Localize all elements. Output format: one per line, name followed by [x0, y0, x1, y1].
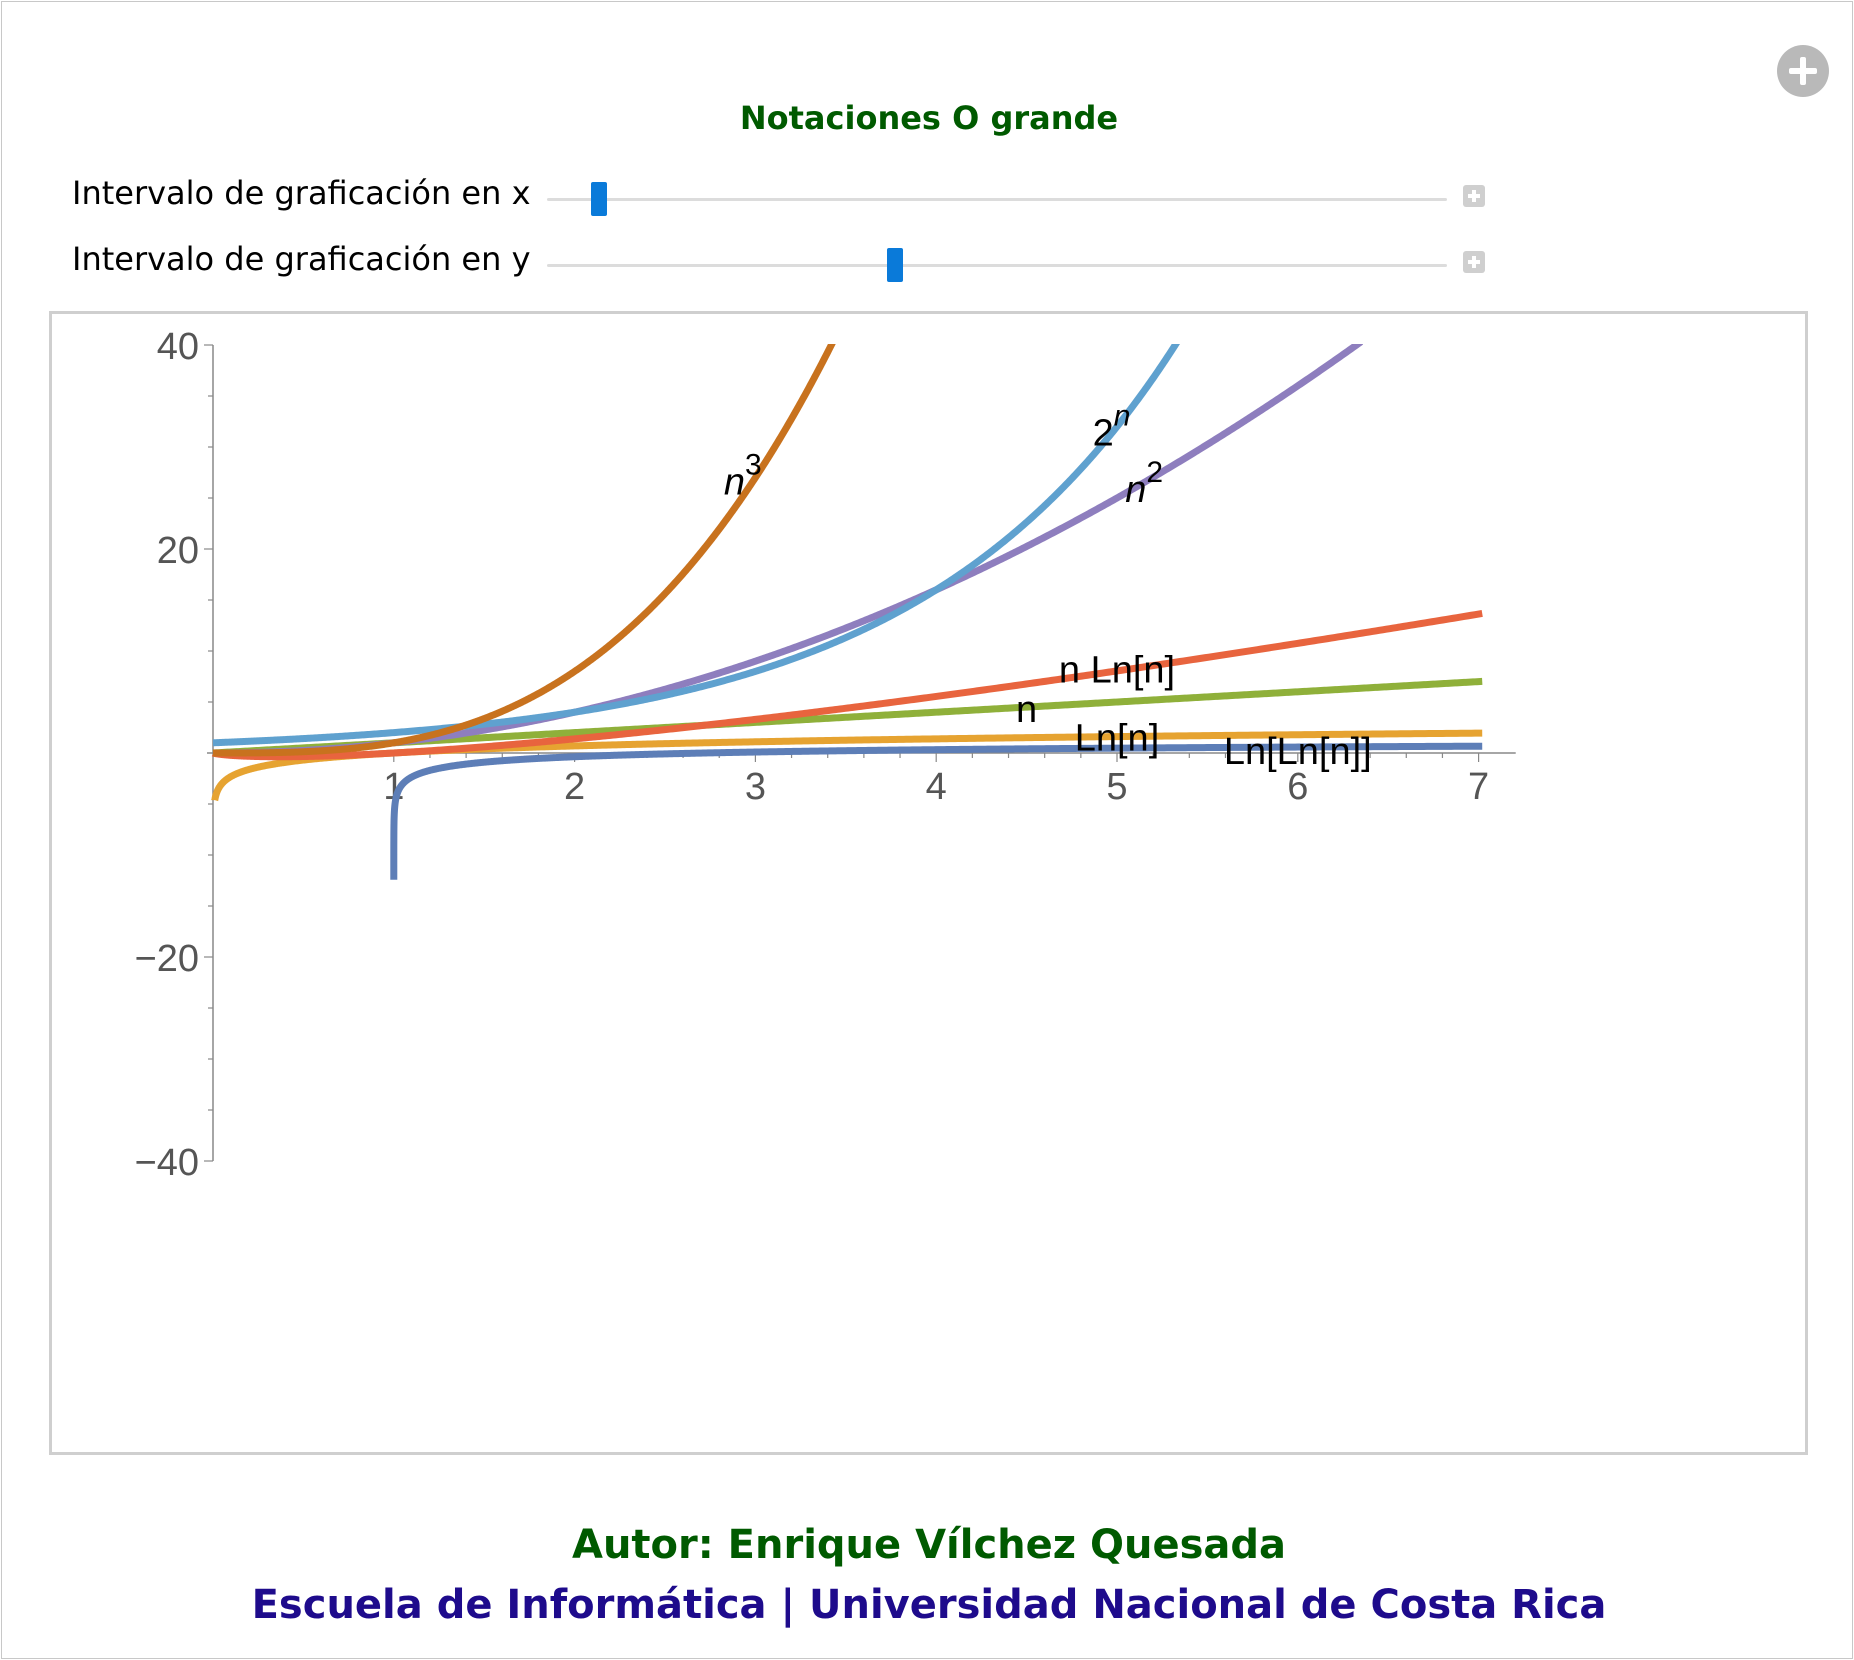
app-title: Notaciones O grande — [739, 99, 1119, 137]
plot-panel: −40 −20 20 40 1 2 3 4 5 6 7 n3 2n n2 n Ln[n] n Ln[n] Ln[L… — [49, 311, 1808, 1455]
series-line — [211, 344, 836, 757]
plus-square-icon[interactable] — [1463, 251, 1485, 273]
series-label: Ln[Ln[n]] — [1224, 731, 1372, 773]
plus-square-icon[interactable] — [1463, 185, 1485, 207]
x-interval-slider-thumb[interactable] — [591, 182, 608, 216]
x-tick-label: 3 — [745, 766, 766, 808]
x-tick-label: 5 — [1106, 766, 1127, 808]
y-interval-slider[interactable] — [547, 248, 1447, 282]
author-credit: Autor: Enrique Vílchez Quesada — [571, 1522, 1287, 1568]
x-tick-label: 6 — [1287, 766, 1308, 808]
series-label: n Ln[n] — [1059, 649, 1175, 691]
x-interval-slider[interactable] — [547, 182, 1447, 216]
institution-credit: Escuela de Informática | Universidad Nac… — [251, 1582, 1607, 1628]
x-interval-label: Intervalo de graficación en x — [72, 174, 531, 212]
series-label: Ln[n] — [1075, 718, 1160, 760]
series-label: n2 — [1125, 456, 1163, 511]
series-line — [211, 344, 1364, 757]
y-tick-label: 20 — [157, 530, 199, 572]
x-tick-label: 4 — [926, 766, 947, 808]
series-line — [211, 729, 1483, 804]
y-tick-label: −20 — [135, 938, 199, 980]
y-interval-label: Intervalo de graficación en y — [72, 240, 531, 278]
y-tick-label: −40 — [135, 1142, 199, 1184]
series-line — [390, 742, 1483, 880]
series-label: n — [1016, 689, 1037, 731]
x-tick-label: 2 — [564, 766, 585, 808]
y-interval-slider-thumb[interactable] — [887, 248, 904, 282]
series-label: 2n — [1093, 400, 1131, 455]
series-label: n3 — [724, 449, 762, 504]
plus-circle-icon[interactable] — [1777, 45, 1829, 97]
series-line — [211, 344, 1180, 747]
x-tick-label: 7 — [1468, 766, 1489, 808]
y-tick-label: 40 — [157, 326, 199, 368]
